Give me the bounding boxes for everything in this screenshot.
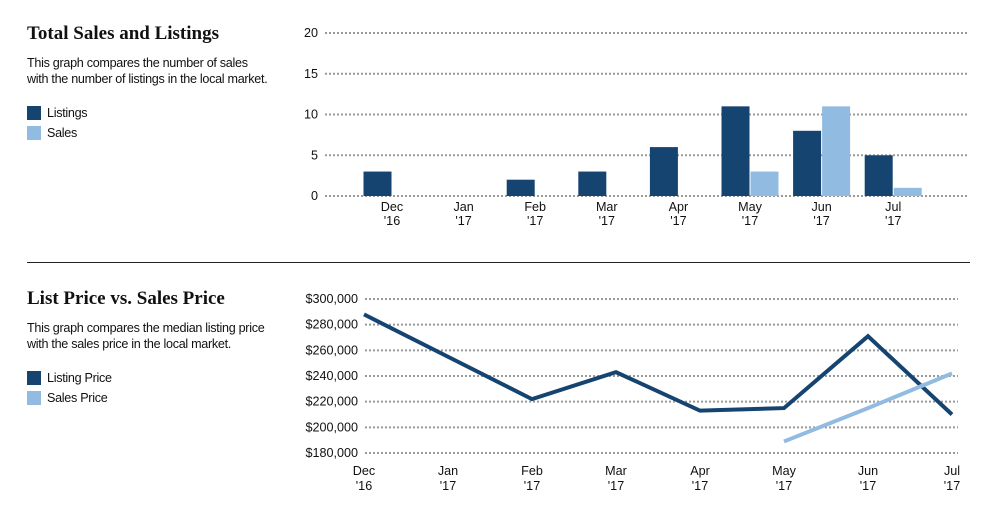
x-tick-label: May <box>772 464 796 478</box>
price-description: This graph compares the median listing p… <box>27 321 265 351</box>
x-tick-label: May <box>738 200 762 214</box>
y-tick-label: $200,000 <box>305 420 358 434</box>
legend-swatch-listings <box>27 106 41 120</box>
x-tick-label: '17 <box>440 479 456 493</box>
x-tick-label: Jun <box>811 200 831 214</box>
x-tick-label: '17 <box>692 479 708 493</box>
y-tick-label: $180,000 <box>305 446 358 460</box>
legend-swatch-sales-price <box>27 391 41 405</box>
bar-sales <box>893 187 922 196</box>
x-tick-label: '17 <box>742 214 758 228</box>
line-sales-price <box>783 371 953 444</box>
x-tick-label: '17 <box>670 214 686 228</box>
bar-listings <box>363 171 392 196</box>
x-tick-label: Feb <box>524 200 546 214</box>
x-tick-label: Jan <box>438 464 458 478</box>
bar-listings <box>864 155 893 196</box>
x-tick-label: '17 <box>608 479 624 493</box>
bar-listings <box>721 106 750 196</box>
x-tick-label: Feb <box>521 464 543 478</box>
bar-sales <box>822 106 851 196</box>
sales-listings-sidebar: Total Sales and Listings This graph comp… <box>27 23 272 143</box>
x-tick-label: '17 <box>885 214 901 228</box>
legend-item-listings: Listings <box>27 103 272 123</box>
legend-swatch-listing-price <box>27 371 41 385</box>
x-tick-label: '17 <box>813 214 829 228</box>
sales-listings-legend: Listings Sales <box>27 103 272 143</box>
x-tick-label: '17 <box>524 479 540 493</box>
y-tick-label: 20 <box>304 26 318 40</box>
x-tick-label: '17 <box>599 214 615 228</box>
x-tick-label: Jun <box>858 464 878 478</box>
sales-listings-chart: 05101520Dec'16Jan'17Feb'17Mar'17Apr'17Ma… <box>304 26 968 228</box>
bar-listings <box>649 147 678 196</box>
line-listing-price <box>363 312 954 416</box>
x-tick-label: '16 <box>356 479 372 493</box>
y-tick-label: 15 <box>304 67 318 81</box>
x-tick-label: '16 <box>384 214 400 228</box>
x-tick-label: '17 <box>527 214 543 228</box>
bar-listings <box>506 179 535 196</box>
x-tick-label: Dec <box>381 200 403 214</box>
x-tick-label: Dec <box>353 464 375 478</box>
y-tick-label: $240,000 <box>305 369 358 383</box>
x-tick-label: Mar <box>596 200 618 214</box>
x-tick-label: '17 <box>944 479 960 493</box>
bar-sales <box>750 171 779 196</box>
price-chart: $180,000 $200,000 $220,000 $240,000 $260,000… <box>305 292 960 493</box>
y-tick-label: $280,000 <box>305 318 358 332</box>
x-tick-label: '17 <box>776 479 792 493</box>
section-divider <box>27 262 970 263</box>
y-tick-label: $220,000 <box>305 395 358 409</box>
bar-listings <box>793 130 822 196</box>
price-sidebar: List Price vs. Sales Price This graph co… <box>27 288 272 408</box>
y-tick-label: 5 <box>311 148 318 162</box>
y-tick-label: $260,000 <box>305 343 358 357</box>
legend-item-sales-price: Sales Price <box>27 388 272 408</box>
legend-swatch-sales <box>27 126 41 140</box>
sales-listings-panel: Total Sales and Listings This graph comp… <box>27 23 968 228</box>
x-tick-label: Apr <box>690 464 710 478</box>
sales-listings-title: Total Sales and Listings <box>27 23 220 44</box>
y-tick-label: 0 <box>311 189 318 203</box>
legend-item-sales: Sales <box>27 123 272 143</box>
x-tick-label: Mar <box>605 464 627 478</box>
x-tick-label: '17 <box>860 479 876 493</box>
price-panel: List Price vs. Sales Price This graph co… <box>0 263 994 523</box>
x-tick-label: Jan <box>453 200 473 214</box>
y-tick-label: $300,000 <box>305 292 358 306</box>
price-title: List Price vs. Sales Price <box>27 288 225 309</box>
bar-listings <box>578 171 607 196</box>
price-legend: Listing Price Sales Price <box>27 368 272 408</box>
x-tick-label: Apr <box>669 200 689 214</box>
y-tick-label: 10 <box>304 108 318 122</box>
legend-label-sales-price: Sales Price <box>47 391 108 405</box>
legend-item-listing-price: Listing Price <box>27 368 272 388</box>
x-tick-label: Jul <box>885 200 901 214</box>
sales-listings-description: This graph compares the number of sales … <box>27 56 268 86</box>
legend-label-listings: Listings <box>47 106 88 120</box>
legend-label-listing-price: Listing Price <box>47 371 112 385</box>
x-tick-label: Jul <box>944 464 960 478</box>
x-tick-label: '17 <box>455 214 471 228</box>
legend-label-sales: Sales <box>47 126 78 140</box>
